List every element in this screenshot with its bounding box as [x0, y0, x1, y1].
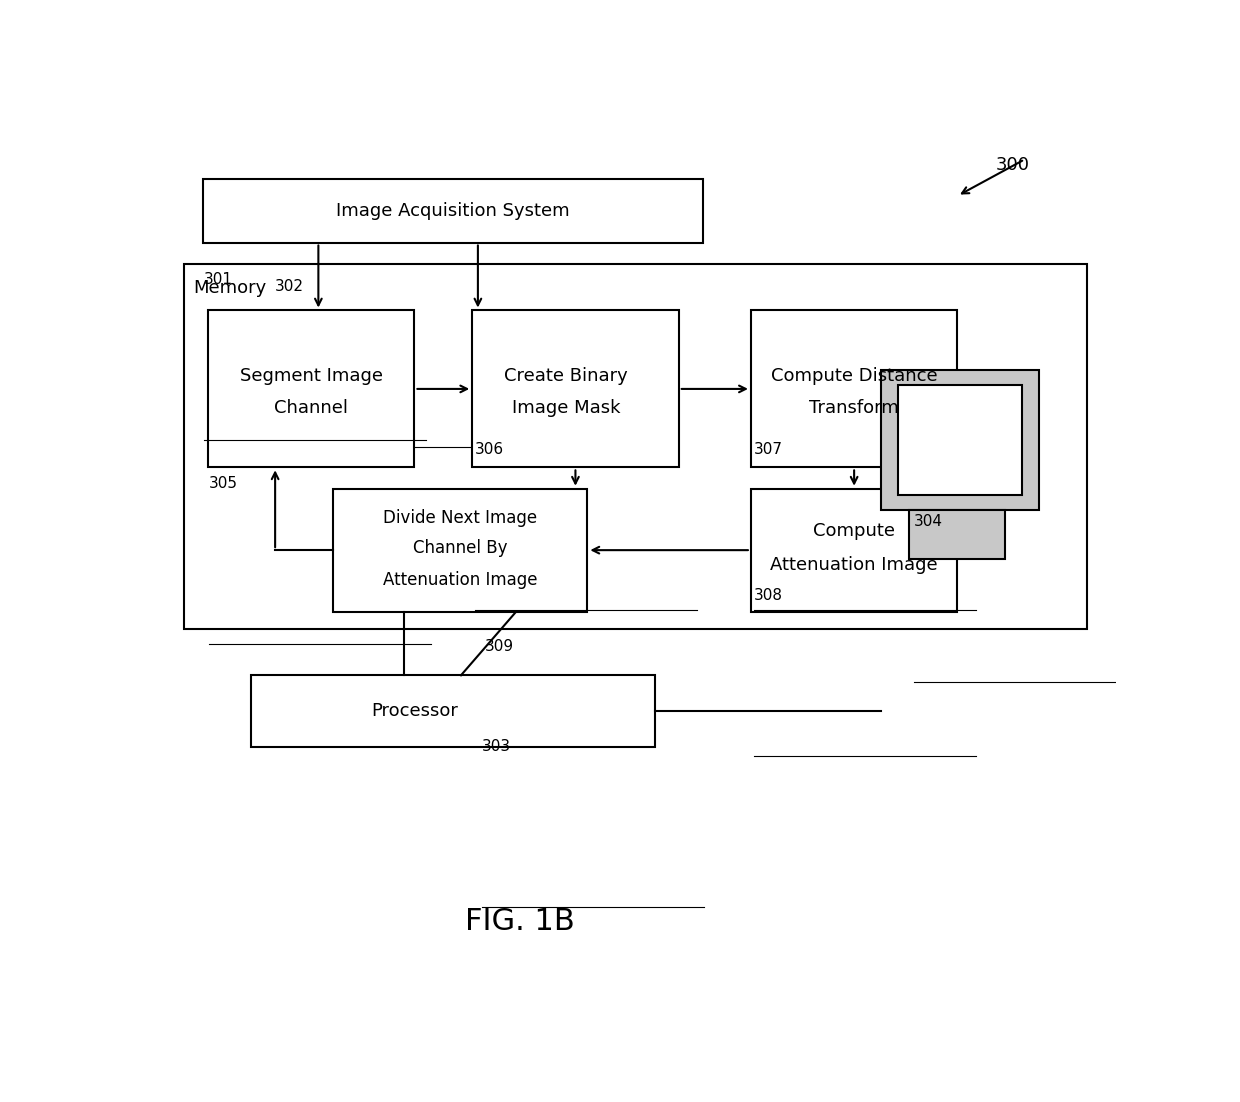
- Text: 305: 305: [208, 476, 238, 490]
- Text: Attenuation Image: Attenuation Image: [383, 571, 537, 588]
- Bar: [751, 488, 957, 612]
- Text: 307: 307: [754, 442, 782, 457]
- Bar: [909, 510, 1006, 559]
- Bar: [472, 311, 678, 467]
- Bar: [880, 370, 1039, 510]
- Text: Image Mask: Image Mask: [512, 399, 620, 417]
- Text: 306: 306: [475, 442, 505, 457]
- Text: 304: 304: [914, 514, 944, 529]
- Text: 303: 303: [481, 739, 511, 754]
- Text: Segment Image: Segment Image: [239, 367, 383, 386]
- Text: Transform: Transform: [810, 399, 899, 417]
- Text: Memory: Memory: [193, 279, 267, 298]
- Bar: [250, 676, 655, 747]
- Text: 309: 309: [485, 639, 515, 655]
- Text: Compute: Compute: [813, 522, 895, 540]
- Bar: [203, 179, 703, 242]
- Text: 301: 301: [205, 272, 233, 288]
- Text: Create Binary: Create Binary: [503, 367, 627, 386]
- Bar: [332, 488, 588, 612]
- Text: 302: 302: [275, 279, 304, 294]
- Text: 308: 308: [754, 587, 782, 603]
- Text: 300: 300: [996, 156, 1030, 174]
- Bar: [751, 311, 957, 467]
- Bar: [208, 311, 414, 467]
- Text: Attenuation Image: Attenuation Image: [770, 557, 937, 574]
- Text: Channel: Channel: [274, 399, 348, 417]
- Bar: [184, 263, 1087, 628]
- Text: Processor: Processor: [371, 702, 458, 721]
- Text: FIG. 1B: FIG. 1B: [465, 907, 575, 936]
- Bar: [898, 385, 1022, 495]
- Text: Divide Next Image: Divide Next Image: [383, 509, 537, 527]
- Text: Image Acquisition System: Image Acquisition System: [336, 202, 569, 219]
- Text: Compute Distance: Compute Distance: [771, 367, 937, 386]
- Text: Channel By: Channel By: [413, 540, 507, 558]
